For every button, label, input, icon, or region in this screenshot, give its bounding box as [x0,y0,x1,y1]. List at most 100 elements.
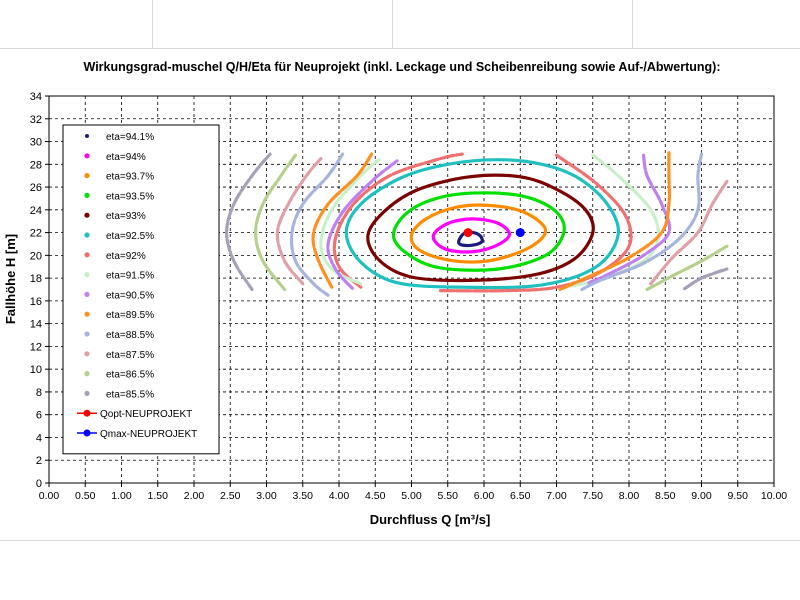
y-tick-label: 24 [30,205,42,217]
legend-swatch [84,390,90,396]
y-tick-label: 6 [36,410,42,422]
x-tick-label: 9.00 [691,490,712,502]
y-tick-label: 30 [30,137,42,149]
contour-eta-89-5 [311,152,374,289]
legend-label: eta=87.5% [106,350,154,361]
y-tick-label: 20 [30,250,42,262]
sheet-column-divider [632,0,633,48]
contour-eta-93-5 [391,191,566,272]
x-tick-label: 8.50 [655,490,676,502]
contour-eta-87-5 [649,179,729,286]
legend-label: eta=93.5% [106,191,154,202]
legend-label: eta=94.1% [106,132,154,143]
x-tick-label: 3.00 [256,490,277,502]
contour-eta-93 [366,173,595,283]
legend-swatch [84,173,90,179]
y-tick-label: 16 [30,296,42,308]
legend-label: eta=86.5% [106,370,154,381]
x-tick-label: 2.00 [184,490,205,502]
legend-swatch [85,134,89,138]
y-tick-label: 34 [30,91,42,103]
legend-label: eta=88.5% [106,330,154,341]
x-tick-label: 5.50 [438,490,459,502]
legend-label: eta=85.5% [106,389,154,400]
qmax-neuprojekt-marker [515,228,525,238]
x-tick-label: 9.50 [728,490,749,502]
contour-eta-88-5 [580,152,704,292]
legend-swatch [84,252,90,258]
legend-swatch [84,351,90,357]
legend-swatch [83,409,91,417]
qopt-neuprojekt-marker [463,228,473,238]
contour-eta-85-5 [225,152,272,292]
x-tick-label: 8.00 [619,490,640,502]
legend-swatch [84,232,90,238]
x-tick-label: 6.00 [474,490,495,502]
y-tick-label: 22 [30,228,42,240]
x-tick-label: 1.50 [148,490,169,502]
contour-eta-94 [431,217,512,254]
sheet-column-divider [152,0,153,48]
contour-eta-85-5 [681,267,729,292]
contour-eta-92 [332,152,464,289]
y-tick-label: 14 [30,319,42,331]
y-tick-label: 8 [36,387,42,399]
legend-label: eta=92.5% [106,231,154,242]
x-tick-label: 7.00 [546,490,567,502]
legend-swatch [84,272,90,278]
contour-eta-90-5 [587,153,672,285]
legend-label: eta=92% [106,251,146,262]
contour-eta-89-5 [558,151,672,292]
x-tick-label: 1.00 [111,490,132,502]
contour-eta-86-5 [254,153,298,292]
x-tick-label: 4.00 [329,490,350,502]
x-tick-label: 0.00 [39,490,60,502]
legend-label: eta=89.5% [106,310,154,321]
y-tick-label: 32 [30,114,42,126]
legend-swatch [84,311,90,317]
legend-label: Qmax-NEUPROJEKT [100,429,197,440]
contour-eta-93-7 [409,203,548,264]
series-layer [225,151,729,297]
legend-swatch [84,153,90,159]
legend-swatch [84,331,90,337]
x-tick-label: 0.50 [75,490,96,502]
contour-eta-90-5 [326,159,399,292]
legend-label: eta=91.5% [106,271,154,282]
legend-label: eta=94% [106,152,146,163]
sheet-gridline-bottom [0,540,800,541]
x-tick-label: 2.50 [220,490,241,502]
legend-label: Qopt-NEUPROJEKT [100,409,192,420]
sheet-gridline-top [0,48,800,49]
contour-eta-86-5 [645,244,729,292]
legend-label: eta=93.7% [106,172,154,183]
x-axis-ticks: 0.00 0.50 1.00 1.50 2.00 2.50 3.00 3.50 4.00 4.50… [39,483,787,502]
y-tick-label: 4 [36,432,42,444]
x-tick-label: 10.00 [761,490,787,502]
contour-eta-88-5 [289,152,345,297]
x-tick-label: 4.50 [365,490,386,502]
x-tick-label: 5.00 [401,490,422,502]
y-tick-label: 26 [30,182,42,194]
y-tick-label: 12 [30,341,42,353]
x-tick-label: 6.50 [510,490,531,502]
contour-eta-87-5 [275,157,323,286]
y-tick-label: 2 [36,455,42,467]
contour-eta-91-5 [319,158,381,286]
y-tick-label: 28 [30,159,42,171]
contour-eta-92-5 [344,158,621,290]
x-tick-label: 3.50 [293,490,314,502]
legend: eta=94.1% eta=94% eta=93.7% eta=93.5% eta=93… [62,124,220,455]
legend-label: eta=93% [106,211,146,222]
legend-box [62,124,220,455]
marker-layer [463,228,525,238]
y-axis-label: Fallhöhe H [m] [3,234,18,324]
legend-swatch [84,371,90,377]
legend-swatch [84,212,90,218]
x-axis-label: Durchfluss Q [m³/s] [370,512,491,527]
legend-swatch [83,429,91,437]
legend-label: eta=90.5% [106,290,154,301]
legend-swatch [84,192,90,198]
